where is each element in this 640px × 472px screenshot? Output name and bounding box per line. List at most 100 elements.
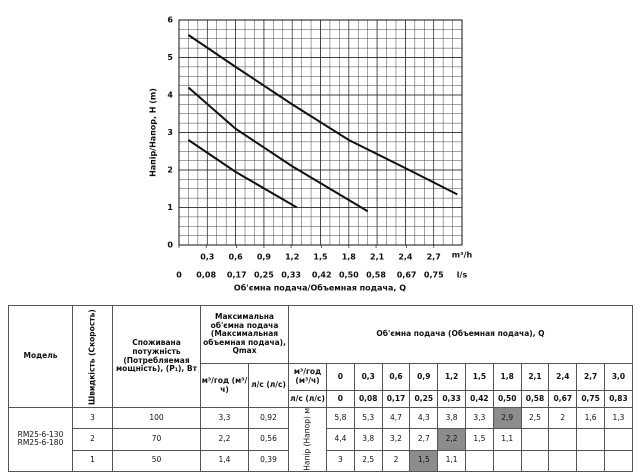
x-tick-label: 2,7	[427, 253, 441, 262]
speed-cell: 2	[72, 428, 113, 451]
x-tick-label: 1,5	[313, 253, 328, 262]
q-m3-value: 0,3	[353, 363, 383, 391]
qmax-m3-cell: 1,4	[200, 449, 249, 472]
head-value: 3	[326, 449, 355, 472]
q-ls-value: 0,83	[603, 390, 633, 408]
head-value: 3,8	[353, 428, 383, 451]
power-cell: 100	[112, 406, 201, 430]
qmax-ls-header: л/с (л/с)	[247, 363, 290, 408]
x-tick-label: 2,1	[370, 253, 385, 262]
head-label: Напір (Напор) м	[288, 407, 327, 472]
head-value: 1,1	[437, 449, 466, 472]
model-name: RM25-6-130	[17, 429, 64, 439]
q-m3-value: 2,1	[520, 363, 550, 391]
head-value: 3,3	[465, 406, 494, 430]
q-ls-value: 0,33	[437, 390, 466, 408]
head-value	[603, 449, 633, 472]
q-m3-value: 1,8	[492, 363, 522, 391]
x2-tick-label: 0,50	[339, 271, 359, 280]
head-value	[576, 428, 605, 451]
head-value: 1,3	[603, 406, 633, 430]
q-m3-value: 1,2	[437, 363, 466, 391]
head-value: 2,2	[437, 428, 466, 451]
x2-tick-label: 0,17	[227, 271, 247, 280]
y-tick-label: 3	[167, 128, 173, 137]
speed-cell: 3	[72, 406, 113, 430]
head-value	[548, 428, 578, 451]
speed-cell: 1	[72, 449, 113, 472]
head-value: 1,5	[465, 428, 494, 451]
head-value: 5,3	[353, 406, 383, 430]
x-tick-label: 0,6	[229, 253, 244, 262]
x2-tick-label: 0,58	[366, 271, 386, 280]
x2-tick-label: 0,33	[281, 271, 301, 280]
head-value	[520, 428, 550, 451]
model-header: Модель	[8, 305, 73, 408]
q-m3-value: 0,6	[381, 363, 411, 391]
plot-border	[178, 19, 463, 246]
table-row: Модель Швидкість (Скорость) Споживана поту…	[8, 305, 633, 408]
speed-header: Швидкість (Скорость)	[72, 305, 113, 408]
y-tick-label: 1	[167, 203, 173, 212]
x-tick-label: 0,3	[200, 253, 214, 262]
head-value	[520, 449, 550, 472]
q-ls-value: 0,17	[381, 390, 411, 408]
head-value: 2,5	[520, 406, 550, 430]
qmax-m3-header: м³/год (м³/ч)	[200, 363, 249, 408]
qmax-ls-cell: 0,56	[247, 428, 290, 451]
chart: Напір/Напор, H (m) Об'ємна подача/Объемн…	[148, 16, 473, 293]
head-value: 2,7	[409, 428, 439, 451]
y-axis-label: Напір/Напор, H (m)	[148, 88, 158, 177]
x-tick-label: 1,8	[342, 253, 357, 262]
model-cell: RM25-6-130 RM25-6-180	[8, 407, 73, 472]
table-row: л/с (л/с) 0 0,08 0,17 0,25 0,33 0,42 0,50 0,58 0,…	[9, 390, 633, 408]
head-value: 1,6	[576, 406, 605, 430]
qmax-m3-cell: 2,2	[200, 428, 249, 451]
q-ls-value: 0,58	[520, 390, 550, 408]
x2-tick-label: 0	[176, 271, 182, 280]
head-value	[465, 449, 494, 472]
qmax-header: Максимальна об'ємна подача (Максимальная…	[199, 305, 290, 364]
head-value: 1,5	[409, 449, 439, 472]
q-ls-value: 0,08	[353, 390, 383, 408]
head-value	[492, 449, 522, 472]
power-header: Споживана потужність (Потребляемая мощні…	[112, 305, 201, 408]
q-ls-value: 0,75	[576, 390, 605, 408]
q-m3-value: 3,0	[603, 363, 633, 391]
y-tick-label: 4	[167, 91, 173, 100]
q-ls-value: 0,67	[548, 390, 578, 408]
power-cell: 50	[112, 449, 201, 472]
head-value: 3,8	[437, 406, 466, 430]
qmax-ls-cell: 0,92	[247, 406, 290, 430]
x-unit: m³/h	[452, 251, 473, 260]
head-value: 4,4	[326, 428, 355, 451]
head-value: 2	[381, 449, 411, 472]
x2-tick-label: 0,25	[254, 271, 274, 280]
head-value: 1,1	[492, 428, 522, 451]
x-axis-label: Об'ємна подача/Объемная подача, Q	[234, 283, 406, 293]
x2-unit: l/s	[457, 271, 468, 280]
q-ls-value: 0	[326, 390, 355, 408]
qmax-ls-cell: 0,39	[247, 449, 290, 472]
table-row: м³/год (м³/ч) л/с (л/с) м³/год (м³/ч) 0 0,3 0…	[9, 363, 633, 408]
q-ls-value: 0,25	[409, 390, 439, 408]
x2-tick-label: 0,75	[424, 271, 444, 280]
y-tick-label: 6	[167, 16, 173, 25]
head-value: 2	[548, 406, 578, 430]
head-value: 4,3	[409, 406, 439, 430]
q-m3-value: 0	[326, 363, 355, 391]
head-value	[603, 428, 633, 451]
q-m3-value: 2,4	[548, 363, 578, 391]
x-tick-label: 0,9	[257, 253, 272, 262]
x-tick-label: 1,2	[285, 253, 299, 262]
table-row: RM25-6-130 RM25-6-180 3 100 3,3 0,92 Напір (На…	[8, 406, 633, 472]
q-ls-value: 0,50	[492, 390, 522, 408]
q-m3-value: 1,5	[465, 363, 494, 391]
model-name: RM25-6-180	[17, 438, 64, 448]
power-cell: 70	[112, 428, 201, 451]
x2-tick-label: 0,67	[397, 271, 417, 280]
head-value: 5,8	[326, 406, 355, 430]
page: Напір/Напор, H (m) Об'ємна подача/Объемн…	[8, 15, 633, 472]
head-value: 3,2	[381, 428, 411, 451]
qmax-m3-cell: 3,3	[200, 406, 249, 430]
